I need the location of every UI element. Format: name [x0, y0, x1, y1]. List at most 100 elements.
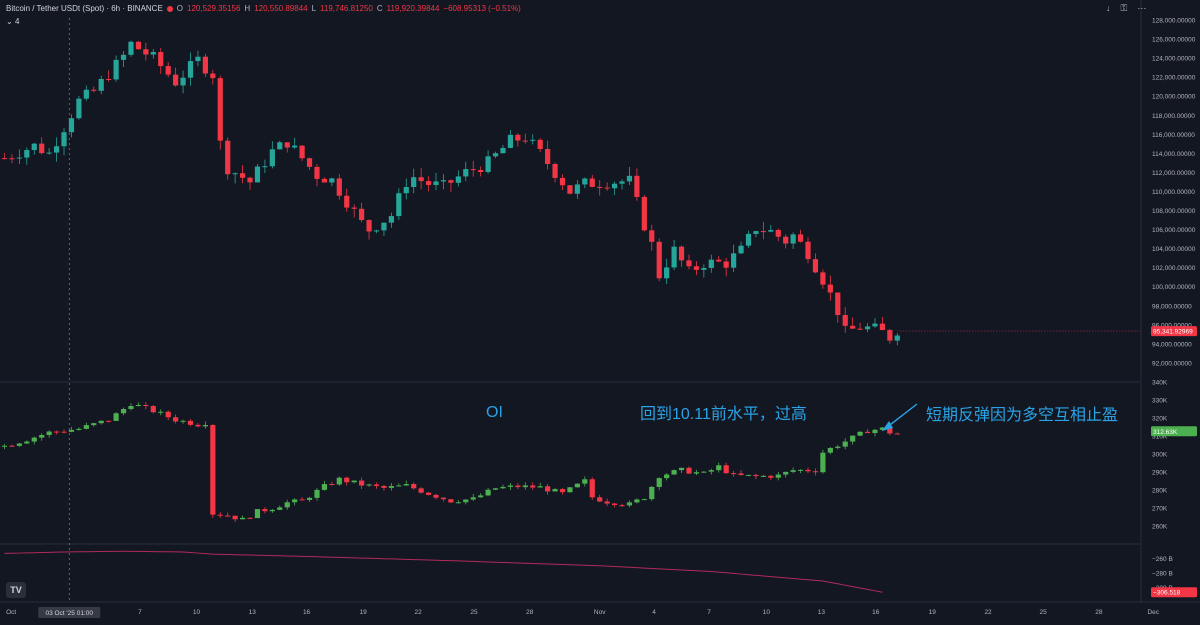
oi-candle-body — [202, 425, 208, 427]
oi-tick-label: 330K — [1152, 398, 1168, 405]
price-candle-body — [604, 187, 610, 189]
oi-candle — [745, 474, 752, 477]
oi-candle — [9, 444, 15, 447]
price-candle — [359, 202, 365, 223]
price-candle-body — [381, 222, 387, 231]
price-candle — [76, 96, 82, 120]
oi-candle-body — [835, 446, 841, 448]
oi-candle — [24, 440, 30, 444]
oi-candle — [76, 427, 82, 431]
price-candle — [470, 160, 476, 177]
oi-candle — [530, 482, 536, 491]
oi-candle-body — [247, 517, 253, 519]
oi-candle — [522, 482, 528, 490]
price-candle — [269, 141, 275, 169]
oi-candle — [284, 499, 290, 510]
oi-candle-body — [165, 411, 171, 418]
low-label: L — [311, 4, 317, 13]
oi-candle-body — [173, 417, 179, 422]
price-tick-label: 106,000.00000 — [1152, 227, 1196, 234]
crosshair-time-label: 03 Oct '25 01:00 — [45, 610, 93, 617]
oi-candle-body — [31, 437, 37, 442]
oi-candle — [835, 444, 841, 450]
oi-candle — [842, 438, 848, 450]
lock-icon[interactable]: ⚿ — [1120, 3, 1128, 13]
price-candle-body — [723, 261, 729, 268]
price-candle-body — [537, 139, 543, 149]
price-candle — [150, 49, 156, 59]
oi-candle — [381, 484, 387, 491]
price-candle — [463, 161, 469, 182]
oi-candle — [701, 471, 707, 473]
time-tick-label: 13 — [818, 609, 826, 616]
oi-candle-body — [329, 484, 335, 486]
time-tick-label: Oct — [6, 609, 16, 616]
last-price-badge: 95,341.92969 — [1153, 329, 1193, 336]
time-tick-label: 28 — [1095, 609, 1103, 616]
price-candle-body — [24, 150, 30, 158]
oi-candle — [321, 480, 328, 491]
oi-candle — [634, 498, 640, 504]
price-tick-label: 126,000.00000 — [1152, 37, 1196, 44]
oi-candle — [641, 498, 647, 501]
oi-candle — [626, 500, 633, 508]
price-candle — [507, 130, 514, 149]
oi-candle — [366, 483, 372, 487]
oi-candle — [515, 483, 521, 490]
oi-candle — [448, 498, 454, 503]
price-candle-body — [649, 230, 655, 242]
price-candle — [284, 142, 290, 153]
oi-candle-body — [634, 499, 640, 503]
last-oi-badge-bg — [1151, 426, 1197, 437]
oi-candle-body — [522, 485, 528, 488]
oi-candle — [574, 483, 580, 488]
price-candle-body — [106, 78, 112, 80]
time-tick-label: Dec — [1147, 609, 1159, 616]
oi-label: OI — [486, 404, 503, 421]
oi-candle-body — [269, 509, 275, 512]
price-candle — [262, 159, 268, 174]
price-candle — [225, 137, 231, 180]
symbol-header: Bitcoin / Tether USDt (Spot) · 6h · BINA… — [6, 4, 521, 13]
oi-tick-label: 270K — [1152, 506, 1168, 513]
oi-candle-body — [775, 474, 781, 478]
price-candle-body — [180, 77, 186, 86]
tradingview-logo[interactable]: TV — [6, 582, 26, 598]
oi-candle — [455, 500, 461, 504]
price-candle — [232, 172, 238, 184]
price-tick-label: 96,000.00000 — [1152, 322, 1192, 329]
oi-candle-body — [262, 509, 268, 512]
price-candle-body — [314, 166, 320, 179]
time-tick-label: 25 — [1040, 609, 1048, 616]
symbol-title[interactable]: Bitcoin / Tether USDt (Spot) · 6h · BINA… — [6, 4, 163, 13]
indicator-toggle[interactable]: ⌄ 4 — [6, 17, 19, 26]
price-candle-body — [68, 118, 75, 133]
oi-candle — [589, 477, 595, 500]
price-candle-body — [574, 184, 580, 194]
time-tick-label: 13 — [249, 609, 257, 616]
price-candle — [388, 212, 394, 228]
oi-candle — [165, 410, 171, 421]
price-candle-body — [731, 253, 737, 268]
price-tick-label: 120,000.00000 — [1152, 94, 1196, 101]
price-candle-body — [440, 180, 447, 182]
arrow-down-icon[interactable]: ↓ — [1106, 3, 1111, 13]
oi-candle — [716, 462, 722, 473]
price-tick-label: 128,000.00000 — [1152, 18, 1196, 25]
oi-candle-body — [1, 445, 8, 447]
price-candle — [329, 177, 335, 187]
price-candle-body — [567, 185, 573, 194]
oi-candle-body — [738, 473, 744, 476]
price-candle-body — [478, 169, 484, 173]
price-candle — [760, 221, 766, 240]
oi-candle — [46, 430, 52, 438]
more-icon[interactable]: ⋯ — [1137, 3, 1147, 13]
price-candle-body — [128, 41, 134, 55]
annotation-arrow — [885, 403, 918, 429]
oi-candle — [656, 477, 662, 491]
time-tick-label: Nov — [594, 609, 606, 616]
price-candle — [492, 151, 499, 159]
oi-candle-body — [143, 404, 149, 407]
price-candle-body — [492, 153, 499, 157]
